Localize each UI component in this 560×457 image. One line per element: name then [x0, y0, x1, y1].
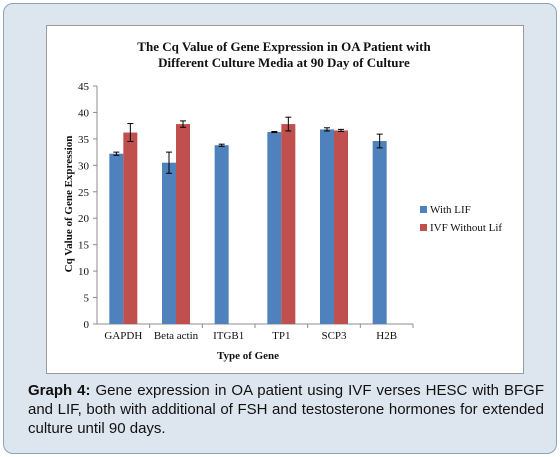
- bar: [334, 130, 348, 324]
- y-tick-label: 25: [78, 187, 90, 199]
- figure-caption: Graph 4: Gene expression in OA patient u…: [28, 381, 544, 438]
- legend-label: IVF Without Lif: [430, 222, 502, 234]
- bar: [176, 124, 190, 324]
- caption-text: Gene expression in OA patient using IVF …: [28, 382, 544, 437]
- legend-swatch: [420, 224, 427, 231]
- y-tick-label: 10: [78, 266, 90, 278]
- caption-label: Graph 4:: [28, 382, 91, 399]
- y-tick-label: 0: [84, 319, 90, 331]
- y-tick-label: 30: [78, 160, 90, 172]
- bar-chart: The Cq Value of Gene Expression in OA Pa…: [63, 39, 502, 362]
- x-tick-label: H2B: [376, 330, 397, 342]
- y-tick-label: 40: [78, 107, 90, 119]
- y-tick-label: 45: [78, 81, 90, 93]
- chart-title-line-1: The Cq Value of Gene Expression in OA Pa…: [137, 39, 431, 54]
- bar: [214, 145, 229, 324]
- chart-title-line-2: Different Culture Media at 90 Day of Cul…: [158, 55, 410, 70]
- x-tick-label: SCP3: [321, 330, 347, 342]
- legend: With LIF IVF Without Lif: [420, 204, 502, 234]
- y-tick-label: 20: [78, 213, 90, 225]
- bar: [109, 153, 124, 324]
- y-tick-label: 5: [84, 293, 90, 305]
- x-tick-label: Beta actin: [154, 330, 199, 342]
- legend-swatch: [420, 206, 427, 213]
- plot-area: 0 5 10 15 20 25 30 35 40 45 GAPDH Beta actin ITGB1 TP…: [78, 81, 414, 342]
- x-tick-label: GAPDH: [104, 330, 142, 342]
- bar: [267, 132, 282, 324]
- x-tick-label: TP1: [272, 330, 290, 342]
- bar: [372, 141, 387, 324]
- x-axis-label: Type of Gene: [217, 350, 279, 362]
- legend-label: With LIF: [430, 204, 471, 216]
- figure-frame: The Cq Value of Gene Expression in OA Pa…: [3, 3, 557, 454]
- bar: [123, 132, 138, 324]
- chart-area: The Cq Value of Gene Expression in OA Pa…: [46, 25, 524, 374]
- y-axis-label: Cq Value of Gene Expression: [63, 136, 75, 273]
- y-tick-label: 15: [78, 240, 90, 252]
- bar: [320, 129, 334, 324]
- bar: [162, 162, 176, 324]
- x-tick-label: ITGB1: [213, 330, 244, 342]
- y-tick-label: 35: [78, 134, 90, 146]
- bar: [281, 124, 296, 324]
